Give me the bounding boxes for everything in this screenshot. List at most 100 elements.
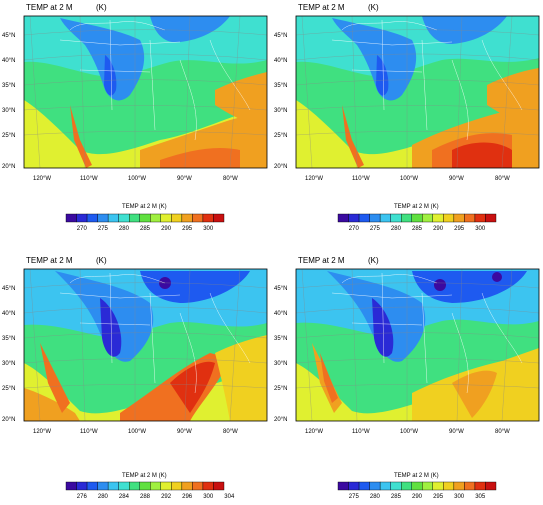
lat-label: 20°N [2, 164, 15, 170]
colorbar-swatch [160, 481, 172, 491]
colorbar-swatch [411, 213, 423, 223]
graticule [295, 15, 540, 169]
map-frame [23, 15, 268, 169]
latitude-labels: 45°N 40°N 35°N 30°N 25°N 20°N [2, 286, 15, 423]
state-borders [331, 272, 523, 394]
map-panel-2: TEMP at 2 M (K) 45°N [272, 0, 543, 252]
panel-units: (K) [96, 3, 107, 12]
lat-label: 45°N [2, 33, 15, 39]
colorbar-swatch [348, 481, 360, 491]
lat-label: 25°N [274, 133, 287, 139]
colorbar-swatch [390, 481, 402, 491]
colorbar-swatch [107, 213, 119, 223]
map-panel-4: TEMP at 2 M (K) [272, 253, 543, 505]
map-field [296, 16, 539, 168]
colorbar-swatch [369, 481, 381, 491]
lon-label: 90°W [177, 429, 192, 435]
colorbar-swatch [348, 213, 360, 223]
temperature-map: 45°N 40°N 35°N 30°N 25°N 20°N 120°W 110°… [2, 268, 268, 500]
longitude-labels: 120°W 110°W 100°W 90°W 80°W [305, 176, 510, 182]
colorbar-swatch [432, 481, 444, 491]
colorbar-swatch [65, 213, 77, 223]
temperature-map: 45°N 40°N 35°N 30°N 25°N 20°N 120°W 110°… [2, 15, 268, 232]
lon-label: 90°W [449, 429, 464, 435]
lon-label: 100°W [400, 429, 418, 435]
colorbar-title: TEMP at 2 M (K) [394, 473, 439, 479]
lat-label: 30°N [2, 108, 15, 114]
lat-label: 25°N [2, 386, 15, 392]
map-panel-1: TEMP at 2 M (K) 45°N 40° [0, 0, 271, 252]
latitude-labels: 45°N 40°N 35°N 30°N 25°N 20°N [274, 33, 287, 170]
lon-label: 120°W [33, 176, 51, 182]
lon-label: 100°W [128, 176, 146, 182]
colorbar-swatch [181, 213, 193, 223]
colorbar-swatch [358, 213, 370, 223]
lon-label: 80°W [495, 429, 510, 435]
colorbar-tick-label: 285 [412, 226, 423, 232]
lat-label: 30°N [274, 108, 287, 114]
colorbar-swatch [337, 213, 349, 223]
colorbar-tick-label: 275 [98, 226, 109, 232]
colorbar-tick-label: 285 [140, 226, 151, 232]
map-frame [295, 268, 540, 422]
lat-label: 35°N [2, 83, 15, 89]
colorbar-swatch [422, 213, 433, 223]
longitude-labels: 120°W 110°W 100°W 90°W 80°W [305, 429, 510, 435]
colorbar-tick-label: 270 [349, 226, 360, 232]
lat-label: 20°N [274, 164, 287, 170]
colorbar-swatch [369, 213, 381, 223]
colorbar-tick-label: 300 [454, 494, 465, 500]
lat-label: 20°N [2, 417, 15, 423]
graticule [23, 268, 268, 422]
colorbar-swatch [139, 481, 151, 491]
colorbar-swatch [181, 481, 193, 491]
colorbar-tick-label: 275 [349, 494, 360, 500]
colorbar-tick-label: 300 [203, 226, 214, 232]
colorbar-swatch [107, 481, 119, 491]
lon-label: 110°W [352, 176, 370, 182]
lon-label: 80°W [223, 176, 238, 182]
colorbar-tick-label: 280 [391, 226, 402, 232]
map-panel-3: TEMP at 2 M (K) [0, 253, 271, 505]
colorbar-swatch [379, 481, 391, 491]
panel-units: (K) [368, 3, 379, 12]
lat-label: 20°N [274, 417, 287, 423]
lat-label: 40°N [2, 311, 15, 317]
lon-label: 90°W [177, 176, 192, 182]
colorbar-swatch [400, 213, 412, 223]
colorbar-swatch [443, 213, 455, 223]
lat-label: 40°N [274, 58, 287, 64]
colorbar-tick-label: 288 [140, 494, 151, 500]
colorbar-swatch [485, 213, 497, 223]
colorbar-swatch [474, 213, 486, 223]
colorbar-swatch [86, 481, 98, 491]
colorbar-title: TEMP at 2 M (K) [394, 204, 439, 210]
colorbar-tick-label: 285 [391, 494, 402, 500]
colorbar-swatch [65, 481, 77, 491]
lat-label: 40°N [274, 311, 287, 317]
colorbar-tick-label: 290 [161, 226, 172, 232]
colorbar-swatch [128, 481, 140, 491]
colorbar-swatch [390, 213, 402, 223]
colorbar-swatch [464, 213, 476, 223]
colorbar-swatch [192, 213, 204, 223]
panel-title: TEMP at 2 M [298, 256, 345, 265]
map-field [24, 16, 267, 168]
lon-label: 90°W [449, 176, 464, 182]
lat-label: 35°N [274, 83, 287, 89]
colorbar-swatch [118, 213, 130, 223]
lon-label: 120°W [305, 429, 323, 435]
colorbar-swatch [464, 481, 476, 491]
longitude-labels: 120°W 110°W 100°W 90°W 80°W [33, 176, 238, 182]
colorbar-swatch [118, 481, 130, 491]
colorbar-swatch [213, 213, 225, 223]
colorbar-swatch [485, 481, 497, 491]
colorbar-swatch [202, 213, 214, 223]
temperature-map: 45°N 40°N 35°N 30°N 25°N 20°N 120°W 110°… [274, 268, 540, 500]
lon-label: 110°W [352, 429, 370, 435]
colorbar: 270 275 280 285 290 295 300 [65, 213, 225, 232]
colorbar-swatch [411, 481, 423, 491]
lat-label: 45°N [2, 286, 15, 292]
lat-label: 25°N [274, 386, 287, 392]
colorbar-tick-label: 296 [182, 494, 193, 500]
